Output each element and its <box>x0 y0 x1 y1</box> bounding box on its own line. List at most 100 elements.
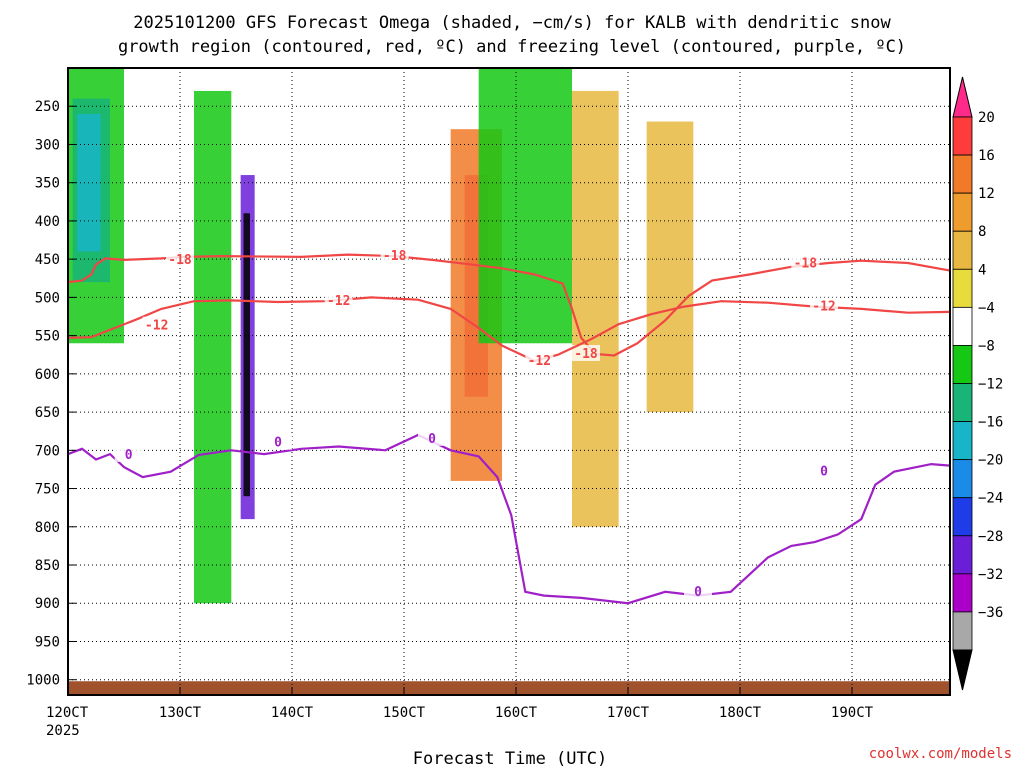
colorbar-label-5: −4 <box>978 300 995 316</box>
colorbar-seg-13 <box>952 611 973 651</box>
contour-label-bg-0-1 <box>380 247 409 264</box>
contour-label-1-3: -12 <box>812 300 835 315</box>
contour-label-1-0: -12 <box>145 319 168 334</box>
omega-region-8 <box>478 68 572 344</box>
y-tick-label-900: 900 <box>35 596 60 612</box>
ground-surface <box>68 681 950 695</box>
colorbar-seg-4 <box>952 268 973 308</box>
contour-line-0 <box>67 253 951 357</box>
plot-frame <box>67 67 951 696</box>
colorbar-label-7: −12 <box>978 377 1003 393</box>
colorbar-seg-11 <box>952 535 973 575</box>
contour-label-bg-1-3 <box>810 297 838 314</box>
contour-label-bg-0-2 <box>572 344 600 361</box>
x-tick-label-4: 160CT <box>495 705 538 721</box>
x-axis: 120CT 130CT 140CT 150CT 160CT 170CT 180CT 190CT… <box>46 687 874 739</box>
contour-label-bg-2-0 <box>114 445 143 462</box>
y-tick-label-250: 250 <box>35 99 60 115</box>
contour-label-bg-2-2 <box>418 429 446 446</box>
x-tick-label-5: 170CT <box>607 705 650 721</box>
colorbar-label-10: −24 <box>978 491 1003 507</box>
colorbar-label-3: 8 <box>978 224 986 240</box>
y-tick-label-950: 950 <box>35 634 60 650</box>
x-tick-label-3: 150CT <box>383 705 426 721</box>
colorbar-label-9: −20 <box>978 453 1003 469</box>
contour-label-bg-2-4 <box>810 462 838 479</box>
y-tick-label-800: 800 <box>35 520 60 536</box>
x-axis-title: Forecast Time (UTC) <box>413 749 607 768</box>
colorbar-seg-10 <box>952 497 973 537</box>
contour-label-0-0: -18 <box>168 253 192 268</box>
colorbar: 20 16 12 8 4 −4 −8 −12 −16 −20 −24 −28 −32 −36 <box>952 76 1003 691</box>
omega-region-10 <box>646 121 694 413</box>
plot-area: -18 -18 -18 -18 -12 -12 -12 -12 0 0 0 0 0 <box>67 67 951 696</box>
colorbar-seg-12 <box>952 573 973 613</box>
y-tick-label-450: 450 <box>35 252 60 268</box>
credit-link[interactable]: coolwx.com/models <box>869 746 1012 762</box>
contour-label-bg-2-1 <box>264 433 292 450</box>
contour-label-bg-2-3 <box>684 582 712 599</box>
colorbar-seg-8 <box>952 421 973 461</box>
contour-label-2-1: 0 <box>274 436 282 451</box>
colorbar-label-0: 20 <box>978 110 995 126</box>
y-tick-label-700: 700 <box>35 443 60 459</box>
omega-region-5 <box>243 213 250 497</box>
contour-label-1-2: -12 <box>528 354 551 369</box>
colorbar-label-6: −8 <box>978 338 995 354</box>
colorbar-seg-1 <box>952 154 973 194</box>
x-tick-label-6: 180CT <box>719 705 762 721</box>
contour-label-0-1: -18 <box>383 249 407 264</box>
contour-label-0-2: -18 <box>574 347 598 362</box>
x-tick-label-7: 190CT <box>831 705 874 721</box>
colorbar-label-12: −32 <box>978 567 1003 583</box>
colorbar-label-13: −36 <box>978 605 1003 621</box>
contour-line-1 <box>67 296 951 363</box>
colorbar-label-11: −28 <box>978 529 1003 545</box>
colorbar-label-2: 12 <box>978 186 995 202</box>
y-tick-label-750: 750 <box>35 482 60 498</box>
x-tick-label-2: 140CT <box>271 705 314 721</box>
contour-line-2 <box>67 433 951 605</box>
contour-label-2-4: 0 <box>820 465 828 480</box>
contour-label-bg-0-0 <box>166 250 194 267</box>
x-tick-year: 2025 <box>46 723 80 739</box>
colorbar-seg-3 <box>952 230 973 270</box>
contour-label-2-0: 0 <box>125 448 133 463</box>
y-tick-label-1000: 1000 <box>26 673 60 689</box>
contour-label-1-1: -12 <box>327 294 350 309</box>
colorbar-seg-5 <box>952 306 973 346</box>
colorbar-seg-7 <box>952 383 973 422</box>
y-tick-label-350: 350 <box>35 176 60 192</box>
colorbar-cap-bottom <box>952 649 973 691</box>
title-line-2: growth region (contoured, red, ºC) and f… <box>118 37 906 57</box>
title-line-1: 2025101200 GFS Forecast Omega (shaded, −… <box>133 13 891 33</box>
y-tick-label-850: 850 <box>35 558 60 574</box>
omega-region-9 <box>572 90 619 527</box>
omega-region-3 <box>194 90 232 604</box>
y-axis: 250 300 350 400 450 500 550 600 650 700 750 800 850 9… <box>26 99 76 689</box>
y-tick-label-600: 600 <box>35 367 60 383</box>
y-tick-label-500: 500 <box>35 290 60 306</box>
y-tick-label-300: 300 <box>35 137 60 153</box>
contour-label-2-2: 0 <box>428 432 436 447</box>
x-tick-label-0: 120CT <box>46 705 89 721</box>
x-tick-label-1: 130CT <box>159 705 202 721</box>
colorbar-seg-2 <box>952 192 973 232</box>
colorbar-cap-top <box>952 76 973 118</box>
colorbar-label-1: 16 <box>978 148 995 164</box>
contour-label-bg-0-3 <box>791 254 820 271</box>
contour-label-bg-1-2 <box>525 351 554 368</box>
contour-label-bg-1-1 <box>324 292 353 309</box>
contour-label-0-3: -18 <box>794 257 818 272</box>
chart-title: 2025101200 GFS Forecast Omega (shaded, −… <box>118 13 906 57</box>
contour-label-bg-1-0 <box>142 316 171 333</box>
y-tick-label-550: 550 <box>35 329 60 345</box>
colorbar-label-8: −16 <box>978 415 1003 431</box>
y-tick-label-650: 650 <box>35 405 60 421</box>
colorbar-seg-0 <box>952 116 973 156</box>
colorbar-seg-6 <box>952 345 973 384</box>
colorbar-seg-9 <box>952 459 973 499</box>
colorbar-label-4: 4 <box>978 262 986 278</box>
contour-label-2-3: 0 <box>694 585 702 600</box>
